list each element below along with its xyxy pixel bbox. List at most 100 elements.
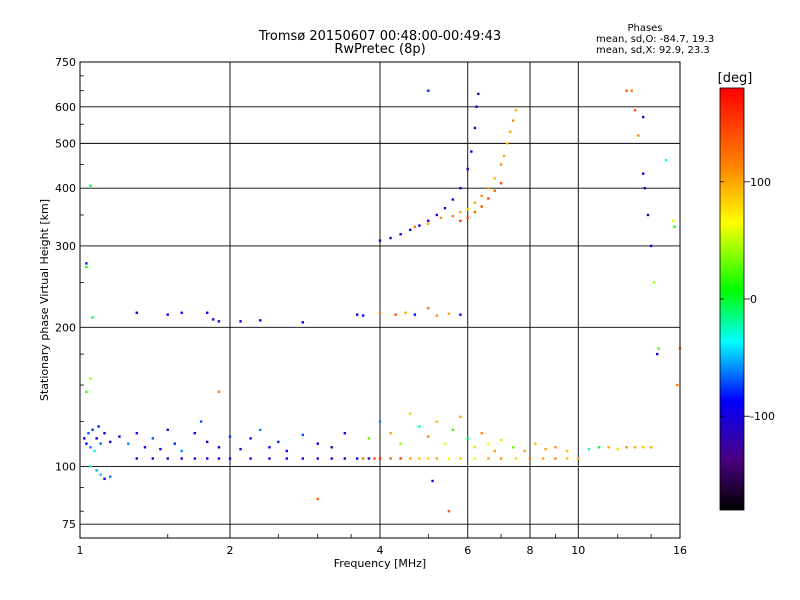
data-point: [409, 228, 412, 232]
x-axis-label: Frequency [MHz]: [334, 557, 426, 570]
data-point: [95, 469, 98, 472]
data-point: [378, 311, 382, 314]
data-point: [373, 457, 376, 460]
data-point: [649, 446, 653, 449]
data-point: [89, 465, 92, 468]
data-point: [259, 319, 262, 322]
data-point: [480, 431, 483, 435]
data-point: [676, 383, 679, 387]
data-point: [544, 447, 547, 451]
data-point: [151, 457, 155, 460]
data-point: [316, 457, 319, 460]
y-axis-label: Stationary phase Virtual Height [km]: [38, 199, 51, 401]
data-point: [427, 306, 430, 310]
x-tick-label: 16: [673, 544, 687, 557]
data-point: [523, 449, 526, 453]
data-point: [205, 440, 209, 444]
data-point: [301, 321, 305, 324]
data-point: [451, 428, 455, 432]
data-point: [499, 457, 503, 460]
data-point: [646, 213, 650, 217]
colorbar-label: [deg]: [718, 71, 753, 86]
data-point: [418, 224, 421, 227]
data-point: [85, 442, 88, 445]
data-point: [330, 457, 333, 460]
data-point: [487, 442, 490, 445]
plot-frame: [79, 61, 681, 539]
data-point: [447, 509, 451, 513]
data-point: [409, 412, 412, 415]
data-point: [528, 457, 532, 460]
data-point: [83, 437, 86, 440]
data-point: [103, 431, 106, 435]
axis-ticks: 1 2 4 6 8 10 16 75 100 200 300 400 500 600 750: [55, 56, 687, 557]
data-point: [473, 201, 477, 204]
data-point: [404, 311, 407, 314]
data-point: [166, 428, 169, 432]
data-point: [89, 184, 92, 187]
data-point: [565, 449, 569, 453]
data-point: [447, 312, 451, 315]
data-point: [487, 197, 490, 200]
data-point: [166, 313, 169, 316]
data-point: [554, 446, 557, 449]
data-point: [505, 142, 509, 145]
data-point: [473, 126, 477, 130]
data-point: [95, 437, 98, 440]
data-point: [655, 352, 659, 356]
data-point: [97, 425, 100, 428]
data-point: [85, 390, 88, 394]
data-point: [389, 431, 392, 435]
data-point: [217, 446, 221, 449]
colorbar-tick-label: -100: [750, 410, 775, 423]
data-point: [664, 158, 668, 162]
data-point: [193, 431, 197, 435]
x-tick-label: 4: [377, 544, 384, 557]
data-point: [637, 134, 640, 137]
y-tick-label: 200: [55, 321, 76, 334]
data-point: [616, 447, 619, 451]
data-point: [427, 435, 430, 438]
data-point: [473, 457, 477, 460]
data-point: [493, 177, 497, 180]
data-point: [109, 475, 112, 478]
data-point: [151, 437, 155, 440]
data-point: [459, 415, 462, 419]
data-point: [301, 433, 305, 437]
data-point: [470, 150, 473, 153]
data-point: [99, 442, 102, 445]
data-point: [477, 92, 480, 96]
data-point: [466, 167, 469, 171]
data-point: [217, 390, 221, 394]
data-point: [459, 313, 462, 316]
x-tick-label: 8: [527, 544, 534, 557]
data-point: [217, 457, 221, 460]
y-tick-label: 500: [55, 137, 76, 150]
data-point: [435, 457, 438, 460]
data-point: [378, 457, 382, 460]
data-point: [459, 219, 462, 222]
data-point: [487, 186, 490, 190]
x-tick-label: 10: [571, 544, 585, 557]
data-point: [285, 449, 288, 453]
data-point: [199, 420, 203, 423]
data-point: [427, 89, 430, 92]
x-tick-label: 2: [227, 544, 234, 557]
data-point: [459, 457, 462, 460]
chart-title: Tromsø 20150607 00:48:00-00:49:43: [258, 29, 501, 44]
data-point: [508, 130, 512, 133]
data-point: [439, 216, 443, 220]
data-point: [239, 447, 242, 451]
data-point: [89, 377, 92, 380]
data-point: [671, 219, 675, 222]
data-point: [607, 446, 610, 449]
data-point: [652, 281, 656, 284]
data-point: [499, 438, 503, 442]
data-point: [355, 313, 359, 316]
data-point: [511, 446, 515, 449]
data-point: [268, 446, 271, 449]
data-point: [459, 186, 462, 190]
data-point: [93, 449, 96, 453]
data-point: [180, 311, 183, 314]
